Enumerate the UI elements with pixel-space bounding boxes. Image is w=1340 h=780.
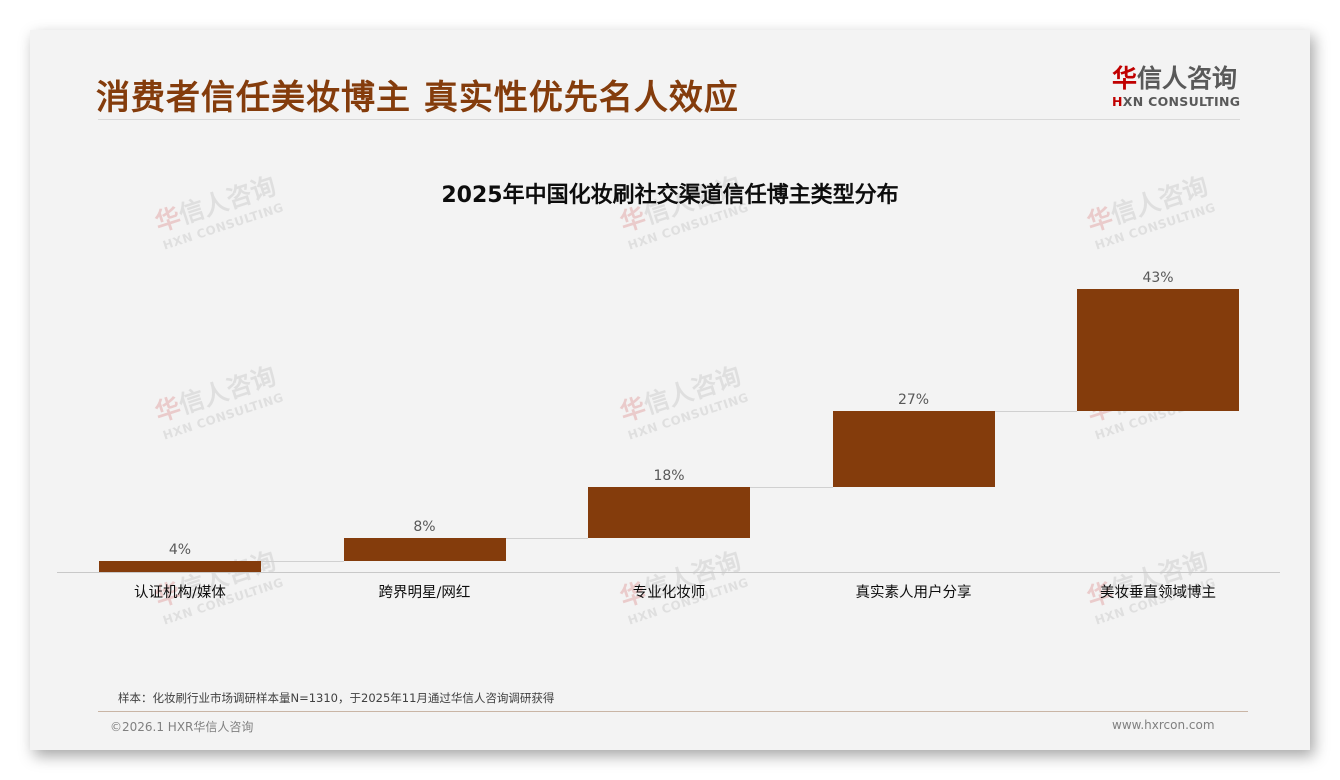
bar[interactable] [99,561,261,572]
connector-line [261,561,344,562]
x-axis-category-label: 美妆垂直领域博主 [1100,585,1216,601]
x-axis-baseline [57,572,1280,573]
footer-divider [98,711,1248,712]
x-axis-category-label: 认证机构/媒体 [134,585,226,601]
sample-note: 样本：化妆刷行业市场调研样本量N=1310，于2025年11月通过华信人咨询调研… [118,691,555,705]
logo-en-text: HXN CONSULTING [1112,94,1241,109]
connector-line [750,487,833,488]
waterfall-chart: 4% 认证机构/媒体 8% 跨界明星/网红 18% 专业化妆师 27% 真实素人用户分享 43%… [30,30,1310,750]
bar[interactable] [1077,289,1239,411]
x-axis-category-label: 真实素人用户分享 [855,585,972,601]
copyright-text: ©2026.1 HXR华信人咨询 [110,720,254,734]
bar[interactable] [343,538,506,561]
bar[interactable] [588,487,750,538]
website-link[interactable]: www.hxrcon.com [1112,718,1215,732]
page-title: 消费者信任美妆博主 真实性优先名人效应 [96,78,739,118]
bar-value-label: 18% [653,468,685,484]
logo-cn-text: 华信人咨询 [1112,64,1238,93]
slide: 华信人咨询 HXN CONSULTING 华信人咨询 HXN CONSULTIN… [30,30,1310,750]
connector-line [994,411,1077,412]
title-divider [98,119,1240,120]
chart-title: 2025年中国化妆刷社交渠道信任博主类型分布 [441,183,899,208]
bar[interactable] [832,411,995,487]
x-axis-category-label: 跨界明星/网红 [378,585,471,601]
brand-logo: 华信人咨询 HXN CONSULTING [1112,64,1242,110]
bar-value-label: 8% [413,519,436,535]
x-axis-category-label: 专业化妆师 [632,585,706,601]
bar-value-label: 27% [897,392,930,408]
bar-value-label: 43% [1142,270,1174,286]
bar-value-label: 4% [168,542,192,558]
connector-line [505,538,588,539]
